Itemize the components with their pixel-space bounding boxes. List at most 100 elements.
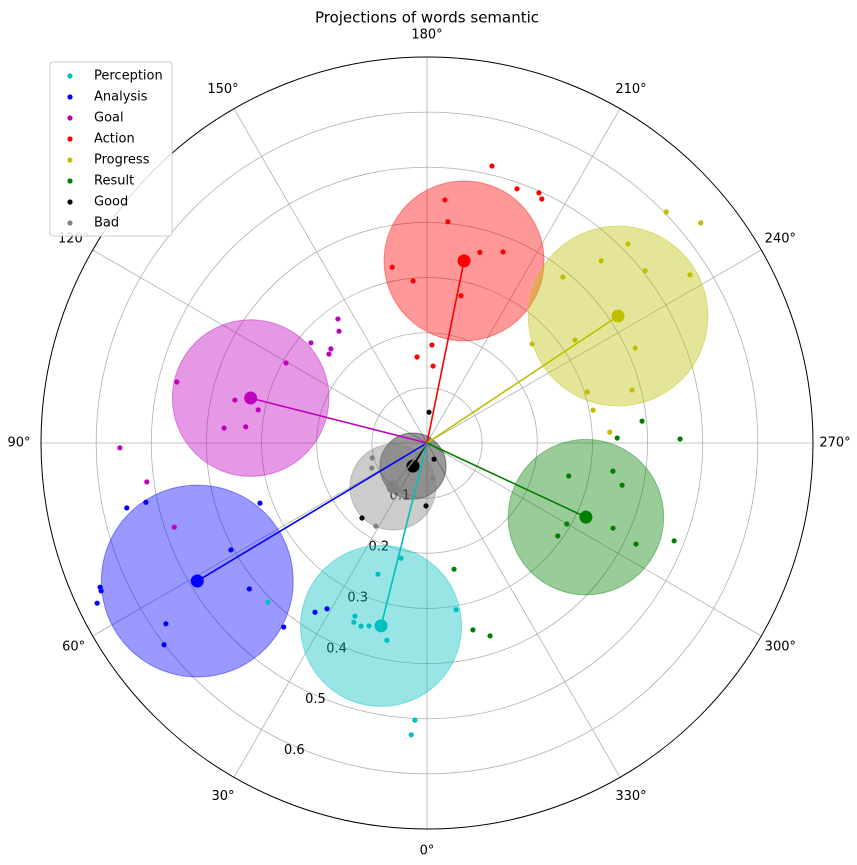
point [453, 607, 459, 613]
theta-tick-label: 30° [211, 789, 234, 804]
point [369, 455, 375, 461]
point [414, 354, 420, 360]
point [677, 436, 683, 442]
point [445, 219, 451, 225]
centroid [611, 309, 625, 323]
centroid-line [426, 260, 465, 444]
point [619, 482, 625, 488]
legend-marker [67, 220, 73, 226]
point [429, 342, 435, 348]
point [98, 588, 104, 594]
legend-marker [67, 73, 73, 79]
theta-tick-label: 180° [411, 28, 442, 43]
point [426, 409, 432, 415]
point [265, 599, 271, 605]
point [358, 623, 364, 629]
point [430, 363, 436, 369]
point [614, 435, 620, 441]
point [369, 465, 375, 471]
centroid-line [250, 397, 428, 444]
legend-label: Good [94, 195, 128, 210]
point [398, 555, 404, 561]
legend-marker [67, 136, 73, 142]
point [328, 346, 334, 352]
legend-label: Goal [94, 111, 124, 126]
point [598, 258, 604, 264]
point [555, 533, 561, 539]
point [257, 500, 263, 506]
r-tick-label: 0.5 [305, 692, 326, 707]
point [698, 220, 704, 226]
r-tick-label: 0.4 [326, 641, 347, 656]
point [412, 717, 418, 723]
point [607, 429, 613, 435]
point [663, 209, 669, 215]
point [373, 523, 379, 529]
point [470, 627, 476, 633]
point [529, 341, 535, 347]
point [642, 268, 648, 274]
legend-marker [67, 94, 73, 100]
legend-marker [67, 178, 73, 184]
point [458, 293, 464, 299]
grid-spoke [426, 108, 621, 444]
point [610, 468, 616, 474]
centroid [579, 510, 593, 524]
point [408, 732, 414, 738]
chart-title: Projections of words semantic [315, 9, 539, 27]
theta-tick-label: 210° [615, 82, 646, 97]
point [163, 621, 169, 627]
grid-spoke [426, 249, 762, 444]
point [117, 445, 123, 451]
grid-spoke [426, 442, 621, 778]
point [584, 389, 590, 395]
point [671, 538, 677, 544]
point [514, 186, 520, 192]
r-tick-label: 0.3 [347, 590, 368, 605]
theta-tick-label: 330° [615, 789, 646, 804]
centroid [406, 459, 420, 473]
point [384, 637, 390, 643]
point [572, 337, 578, 343]
centroid [244, 391, 258, 405]
point [560, 274, 566, 280]
point [389, 264, 395, 270]
point [487, 633, 493, 639]
legend-box [49, 61, 173, 237]
point [124, 505, 130, 511]
grid-spoke [233, 108, 428, 444]
point [629, 387, 635, 393]
point [639, 418, 645, 424]
grid-spoke [426, 442, 762, 637]
point [243, 424, 249, 430]
point [477, 249, 483, 255]
point [174, 379, 180, 385]
point [430, 475, 436, 481]
point [228, 547, 234, 553]
point [610, 525, 616, 531]
theta-tick-label: 60° [62, 640, 85, 655]
point [431, 456, 437, 462]
centroid-line [380, 442, 428, 627]
point [590, 407, 596, 413]
point [451, 566, 457, 572]
r-tick-label: 0.2 [368, 539, 389, 554]
point [351, 619, 357, 625]
point [539, 196, 545, 202]
grid-spoke [233, 442, 428, 778]
point [161, 642, 167, 648]
point [144, 479, 150, 485]
centroid [374, 619, 388, 633]
grid-spoke [92, 442, 428, 637]
point [221, 425, 227, 431]
point [536, 190, 542, 196]
centroid [386, 480, 400, 494]
legend-label: Result [94, 174, 134, 189]
legend-label: Analysis [94, 90, 148, 105]
point [442, 197, 448, 203]
grid-spoke [92, 249, 428, 444]
point [366, 623, 372, 629]
centroid-line [426, 442, 587, 518]
legend: Perception Analysis Goal Action Progress Resu… [49, 61, 173, 237]
